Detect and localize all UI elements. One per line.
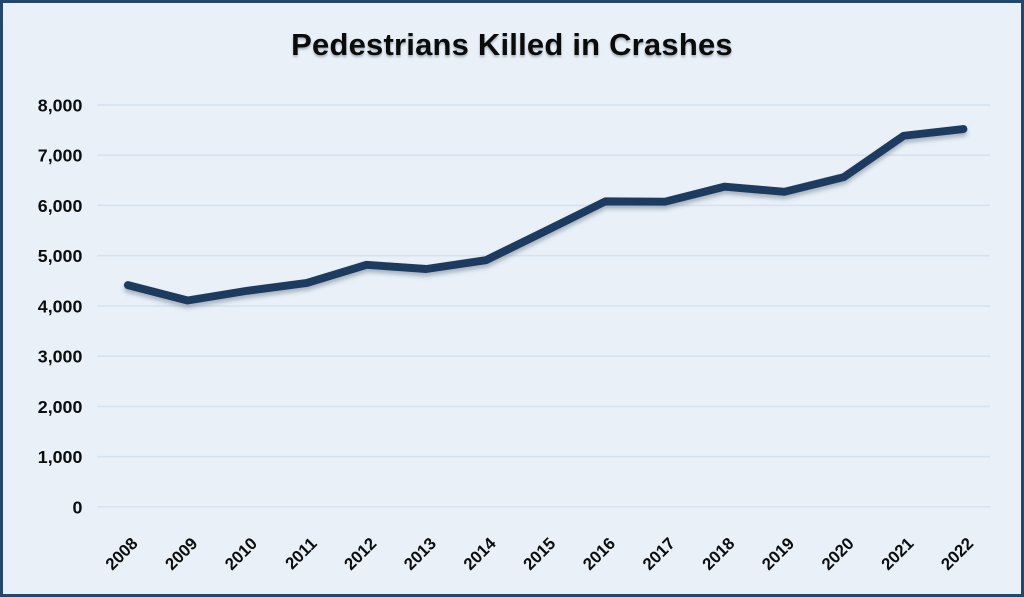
x-axis-tick-label: 2010 bbox=[221, 534, 261, 574]
y-axis-tick-label: 6,000 bbox=[38, 196, 83, 216]
y-axis-tick-label: 4,000 bbox=[38, 296, 83, 316]
y-axis-tick-label: 2,000 bbox=[38, 397, 83, 417]
x-axis-tick-label: 2015 bbox=[519, 534, 559, 574]
y-axis-tick-label: 8,000 bbox=[38, 95, 83, 115]
data-line bbox=[123, 125, 968, 305]
x-axis-tick-label: 2012 bbox=[340, 534, 380, 574]
x-axis-tick-label: 2018 bbox=[699, 534, 739, 574]
x-axis-tick-label: 2016 bbox=[579, 534, 619, 574]
x-axis-tick-label: 2011 bbox=[281, 534, 320, 573]
x-axis-tick-label: 2013 bbox=[400, 534, 440, 574]
y-axis-labels: 0 1,000 2,000 3,000 4,000 5,000 6,000 7,000 8,00… bbox=[38, 95, 83, 517]
x-axis-tick-label: 2017 bbox=[639, 534, 679, 574]
y-axis-tick-label: 7,000 bbox=[38, 146, 83, 166]
chart-title: Pedestrians Killed in Crashes bbox=[291, 27, 733, 62]
y-axis-tick-label: 0 bbox=[72, 497, 82, 517]
gridlines bbox=[97, 104, 991, 508]
y-axis-tick-label: 1,000 bbox=[38, 447, 83, 467]
x-axis-tick-label: 2021 bbox=[878, 534, 918, 574]
x-axis-tick-label: 2022 bbox=[937, 534, 977, 574]
x-axis-tick-label: 2020 bbox=[818, 534, 858, 574]
x-axis-tick-label: 2009 bbox=[161, 534, 201, 574]
x-axis-tick-label: 2019 bbox=[758, 534, 798, 574]
y-axis-tick-label: 5,000 bbox=[38, 246, 83, 266]
x-axis-tick-label: 2008 bbox=[102, 534, 142, 574]
y-axis-tick-label: 3,000 bbox=[38, 347, 83, 367]
line-chart: 0 1,000 2,000 3,000 4,000 5,000 6,000 7,000 8,00… bbox=[38, 95, 991, 574]
x-axis-labels: 2008 2009 2010 2011 2012 2013 2014 2015 2016 2017… bbox=[102, 533, 977, 573]
x-axis-tick-label: 2014 bbox=[460, 533, 500, 573]
